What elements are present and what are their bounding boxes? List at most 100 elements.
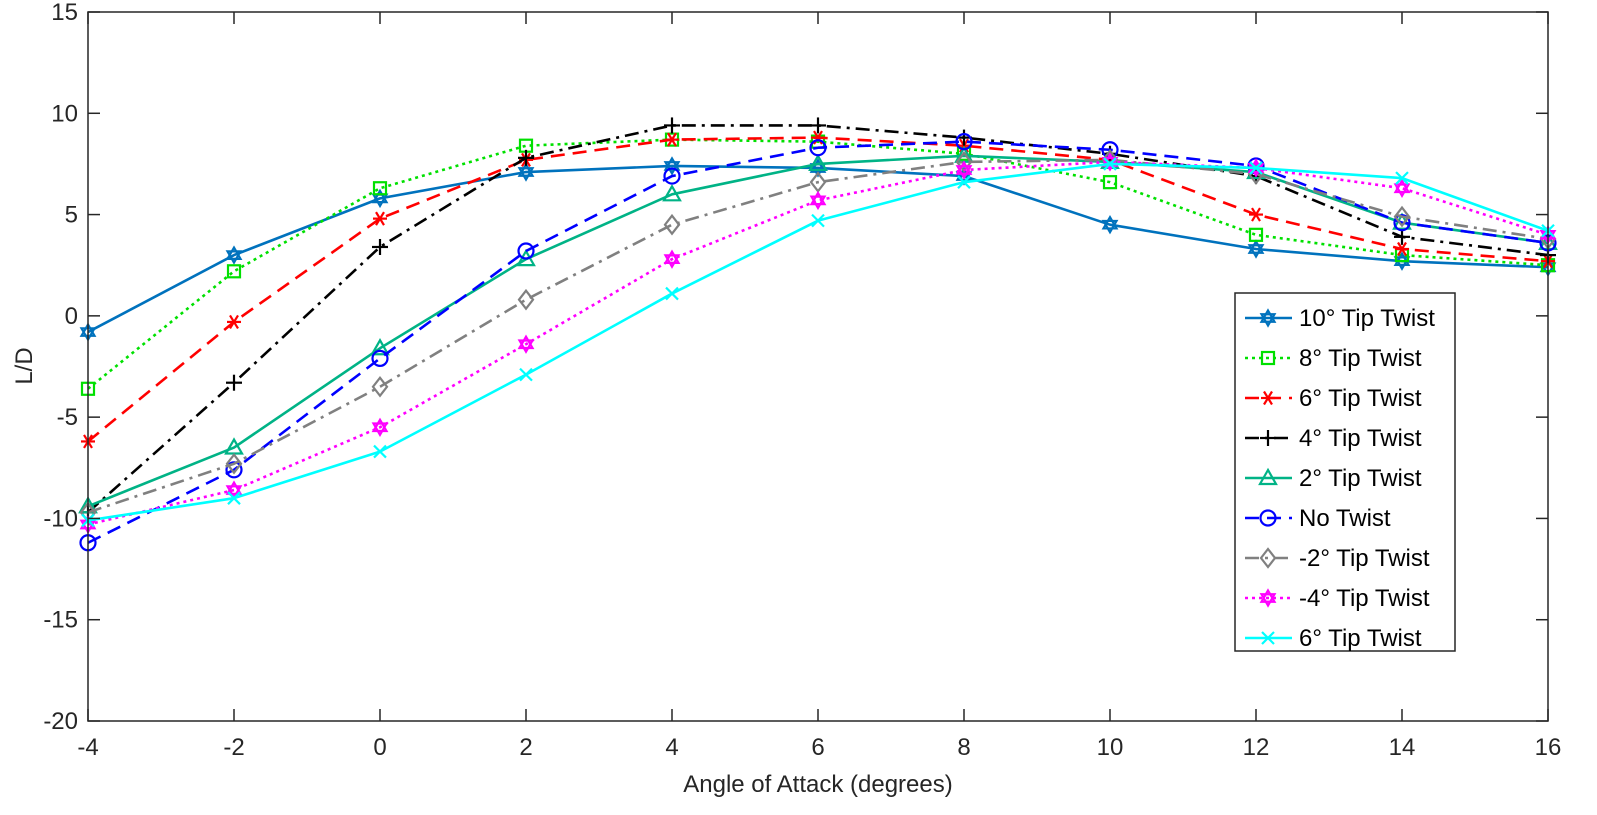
data-point [1393,214,1411,232]
data-point [1249,207,1263,222]
data-point [1248,227,1264,242]
data-point [372,181,388,196]
data-point [1395,171,1409,185]
legend-label: -4° Tip Twist [1299,585,1430,612]
legend-marker [1259,588,1277,608]
series-8 [81,157,1555,528]
data-point [1247,239,1265,259]
data-point [517,162,535,182]
data-point [1101,215,1119,235]
legend-label: 10° Tip Twist [1299,305,1435,332]
data-point [811,130,825,145]
legend-item: 4° Tip Twist [1245,425,1422,452]
data-point [372,238,388,255]
data-point [665,132,679,147]
x-tick-label: 2 [519,734,532,761]
data-point [519,367,533,382]
data-point [811,213,825,228]
data-point [517,242,535,260]
x-tick-label: 12 [1243,734,1270,761]
legend-marker [1261,631,1275,645]
x-tick-label: -4 [77,734,98,761]
legend-marker [1258,467,1278,486]
data-point [662,184,682,202]
legend-marker [1259,547,1277,569]
data-point [226,374,242,391]
data-point [1102,175,1118,190]
data-point [663,167,681,185]
x-axis-label: Angle of Attack (degrees) [683,771,952,798]
x-tick-label: -2 [223,734,244,761]
legend-label: 6° Tip Twist [1299,385,1422,412]
series-line [87,158,1549,514]
y-tick-label: -5 [57,404,78,431]
data-point [517,288,535,311]
series-line [87,138,1549,390]
y-tick-label: 10 [51,100,78,127]
x-tick-label: 16 [1535,734,1562,761]
legend-label: 2° Tip Twist [1299,465,1422,492]
x-tick-label: 6 [811,734,824,761]
data-point [664,117,680,134]
data-point [1394,228,1410,245]
legend-marker [1260,350,1276,366]
data-point [517,334,535,354]
y-tick-label: -10 [43,505,78,532]
series-line [87,140,1549,544]
data-point [1393,251,1411,271]
y-tick-label: -15 [43,607,78,634]
data-point [371,417,389,437]
data-point [225,452,243,475]
y-axis-label: L/D [11,347,38,384]
data-point [955,133,973,151]
data-point [1249,161,1263,175]
data-point [1395,241,1409,257]
data-point [663,156,681,176]
legend-marker [1260,430,1276,446]
y-tick-label: 15 [51,0,78,26]
data-point [665,286,679,301]
data-point [227,314,241,330]
x-tick-label: 14 [1389,734,1416,761]
x-tick-label: 4 [665,734,678,761]
data-point [1393,178,1411,198]
legend-marker [1259,308,1277,328]
legend-label: 4° Tip Twist [1299,425,1422,452]
legend-marker [1259,509,1277,527]
x-tick-label: 8 [957,734,970,761]
data-point [1103,157,1117,171]
legend-marker [1261,390,1275,406]
data-point [227,491,241,505]
legend-item: 8° Tip Twist [1245,345,1422,372]
data-point [225,245,243,265]
legend: 10° Tip Twist 8° Tip Twist 6° Tip Twist 4° … [1234,292,1456,652]
legend-item: 6° Tip Twist [1245,625,1422,652]
legend-item: -4° Tip Twist [1245,585,1430,612]
legend-item: 10° Tip Twist [1245,305,1435,332]
data-point [663,249,681,269]
legend-item: 2° Tip Twist [1245,465,1422,492]
data-point [809,139,827,157]
legend-item: 6° Tip Twist [1245,385,1422,412]
data-point [957,175,971,189]
legend-label: No Twist [1299,505,1391,532]
y-tick-label: 5 [65,202,78,229]
x-tick-label: 10 [1097,734,1124,761]
data-point [373,211,387,226]
data-point [370,338,390,356]
y-tick-label: 0 [65,303,78,330]
data-point [808,153,828,172]
x-tick-label: 0 [373,734,386,761]
legend-item: No Twist [1245,505,1391,532]
data-point [809,190,827,211]
legend-label: 6° Tip Twist [1299,625,1422,652]
data-point [225,480,243,500]
series-line [87,164,1549,334]
y-tick-label: -20 [43,708,78,735]
data-point [810,117,826,134]
data-point [518,149,534,166]
legend-label: 8° Tip Twist [1299,345,1422,372]
data-point [226,264,242,279]
data-point [663,213,681,236]
